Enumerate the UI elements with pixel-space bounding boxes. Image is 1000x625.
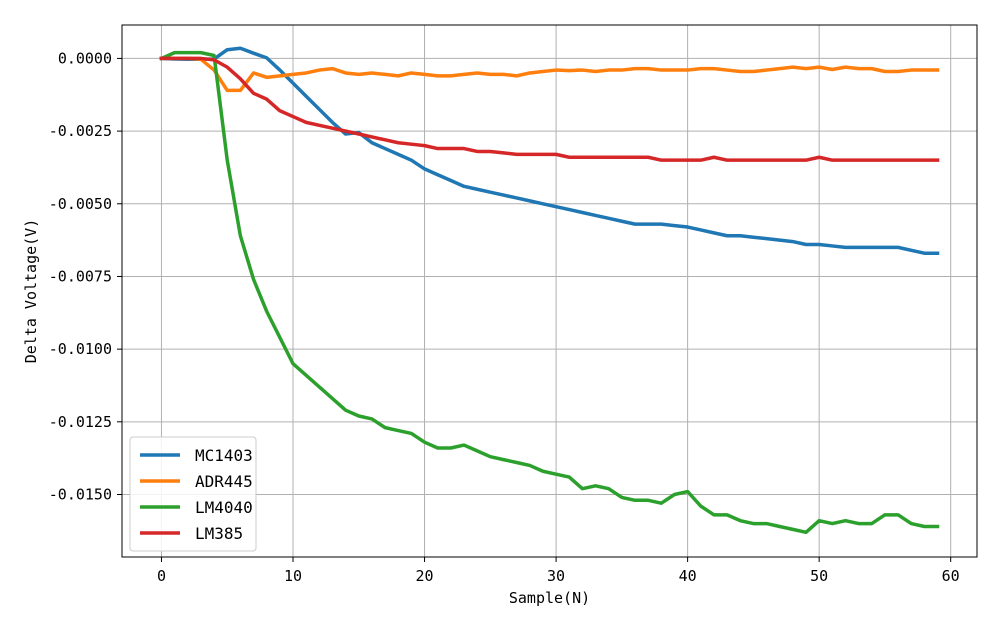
x-axis-label: Sample(N) xyxy=(509,589,590,607)
y-tick-label: -0.0075 xyxy=(49,267,112,285)
x-tick-label: 50 xyxy=(810,567,828,585)
y-tick-label: -0.0100 xyxy=(49,340,112,358)
x-tick-label: 30 xyxy=(547,567,565,585)
y-tick-label: -0.0150 xyxy=(49,485,112,503)
y-tick-label: -0.0125 xyxy=(49,413,112,431)
legend-label-mc1403: MC1403 xyxy=(195,446,253,465)
x-tick-label: 40 xyxy=(679,567,697,585)
x-tick-label: 0 xyxy=(157,567,166,585)
legend-label-lm4040: LM4040 xyxy=(195,498,253,517)
plot-frame xyxy=(121,24,978,558)
legend: MC1403 ADR445 LM4040 LM385 xyxy=(129,436,257,552)
series-line-adr445 xyxy=(159,56,940,93)
x-tick-label: 10 xyxy=(284,567,302,585)
x-tick-label: 60 xyxy=(942,567,960,585)
y-tick-label: 0.0000 xyxy=(58,49,112,67)
series-line-lm385 xyxy=(159,56,940,162)
y-tick-label: -0.0025 xyxy=(49,122,112,140)
series-line-lm4040 xyxy=(159,50,940,535)
series-line-mc1403 xyxy=(159,46,940,255)
axis-ticks: 0 10 20 30 40 50 60 0.0000 -0.0025 -0.0050 -0.0075… xyxy=(49,49,960,585)
x-tick-label: 20 xyxy=(416,567,434,585)
legend-label-adr445: ADR445 xyxy=(195,472,253,491)
y-axis-label: Delta Voltage(V) xyxy=(22,219,40,364)
legend-label-lm385: LM385 xyxy=(195,524,243,543)
legend-box xyxy=(129,436,257,552)
y-tick-label: -0.0050 xyxy=(49,195,112,213)
series-lines xyxy=(159,46,940,535)
